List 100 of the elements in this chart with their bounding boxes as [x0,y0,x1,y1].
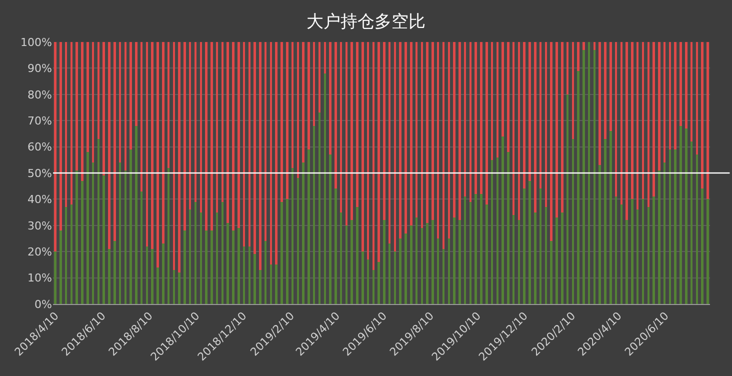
bar [701,188,704,304]
bar [275,42,278,265]
bar [626,42,628,220]
bar [680,42,682,126]
bar [113,241,116,304]
bar [356,207,358,304]
bar [399,238,402,304]
bar [81,180,84,304]
y-tick-label: 70% [28,114,52,128]
bar [130,149,132,304]
bar [534,42,536,212]
bar [453,218,456,304]
bar [226,42,229,223]
bar [280,202,283,304]
bar [652,42,655,197]
y-tick-label: 0% [34,298,52,311]
bar [286,42,288,200]
bar [453,42,456,218]
bar [76,42,78,170]
bar [706,42,709,200]
bar [432,42,434,220]
bar [113,42,116,242]
bar [232,230,234,304]
bar [383,42,386,220]
bar [560,42,564,212]
bar [356,42,358,208]
bar [631,199,634,304]
bar [502,42,504,136]
chart-title: 大户持仓多空比 [306,12,426,32]
y-tick-label: 80% [28,88,52,102]
bar [604,42,606,139]
bar [528,180,531,304]
bar [302,162,304,304]
bar [658,170,660,304]
bar [210,42,213,231]
bar [254,42,256,254]
bar [226,222,229,304]
bar [502,136,504,304]
bar [523,42,526,189]
bar [582,50,585,304]
bar [86,42,89,152]
bar [334,188,337,304]
bar [674,149,676,304]
bar [480,42,482,194]
bar [54,42,56,252]
bar [426,222,428,304]
bar [60,230,62,304]
bar [178,42,180,273]
bar [130,42,132,150]
bar [432,220,434,304]
bar [76,170,78,304]
bar [184,230,186,304]
bar [383,220,386,304]
bar [329,42,332,155]
bar [151,42,154,249]
bar [458,42,461,220]
bar [108,248,110,304]
bar [593,42,596,50]
bar [237,228,240,304]
bar [598,165,601,304]
bar [280,42,283,202]
bar [474,194,477,304]
bar [598,42,601,166]
bar [237,42,240,228]
bar [378,262,380,304]
bar [577,70,580,304]
bar [507,42,510,152]
bar [350,42,353,220]
bar [556,42,558,218]
y-tick-label: 30% [28,219,52,232]
bar [162,42,164,244]
bar [334,42,337,189]
bar [86,152,89,304]
y-tick-label: 60% [28,140,52,154]
bar [474,42,477,194]
bar [684,42,688,128]
bar [680,126,682,304]
bar [486,204,488,304]
y-tick-label: 10% [28,272,52,285]
y-tick-label: 20% [28,245,52,258]
bar [378,42,380,262]
bar [458,220,461,304]
bar [577,42,580,71]
bar [102,42,105,176]
bar [486,42,488,204]
bar [350,220,353,304]
bar [302,42,304,163]
bar [162,244,164,304]
bar [604,138,606,304]
bar [108,42,110,249]
bar [184,42,186,231]
bar [275,264,278,304]
bar [399,42,402,238]
bar [404,233,407,304]
bar [556,218,558,304]
bar [410,225,412,304]
bar [631,42,634,200]
bar [102,176,105,304]
bar [610,42,612,132]
y-tick-label: 100% [20,36,52,49]
